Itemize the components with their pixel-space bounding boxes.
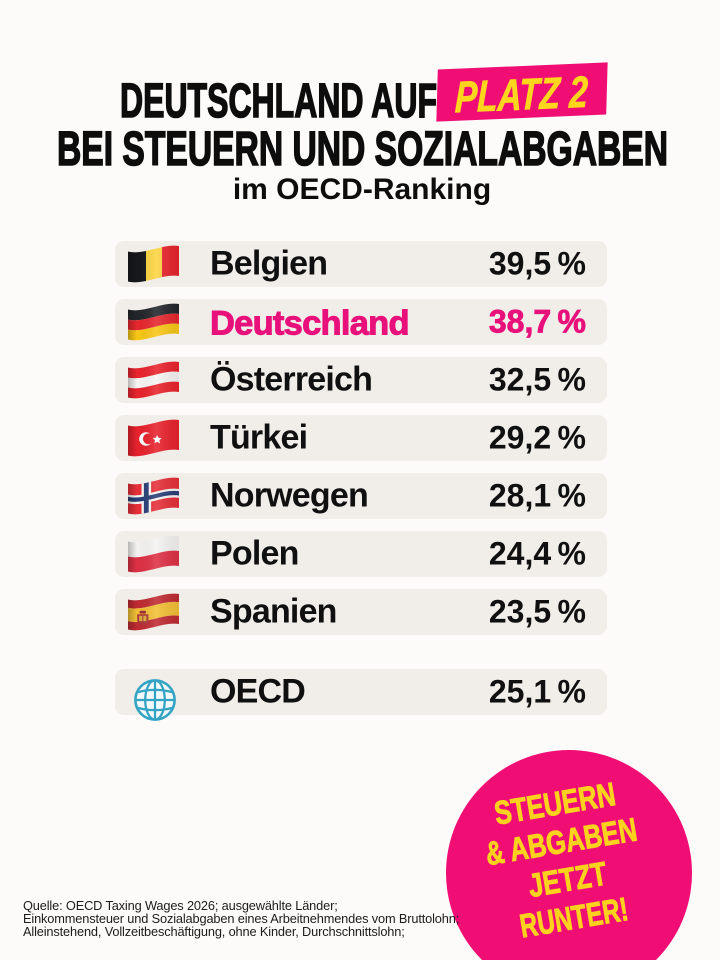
svg-text:BEI STEUERN UND SOZIALABGABEN: BEI STEUERN UND SOZIALABGABEN	[57, 123, 668, 176]
svg-text:im OECD-Ranking: im OECD-Ranking	[233, 173, 491, 206]
svg-text:DEUTSCHLAND AUF: DEUTSCHLAND AUF	[120, 75, 437, 128]
svg-text:PLATZ 2: PLATZ 2	[454, 68, 589, 123]
